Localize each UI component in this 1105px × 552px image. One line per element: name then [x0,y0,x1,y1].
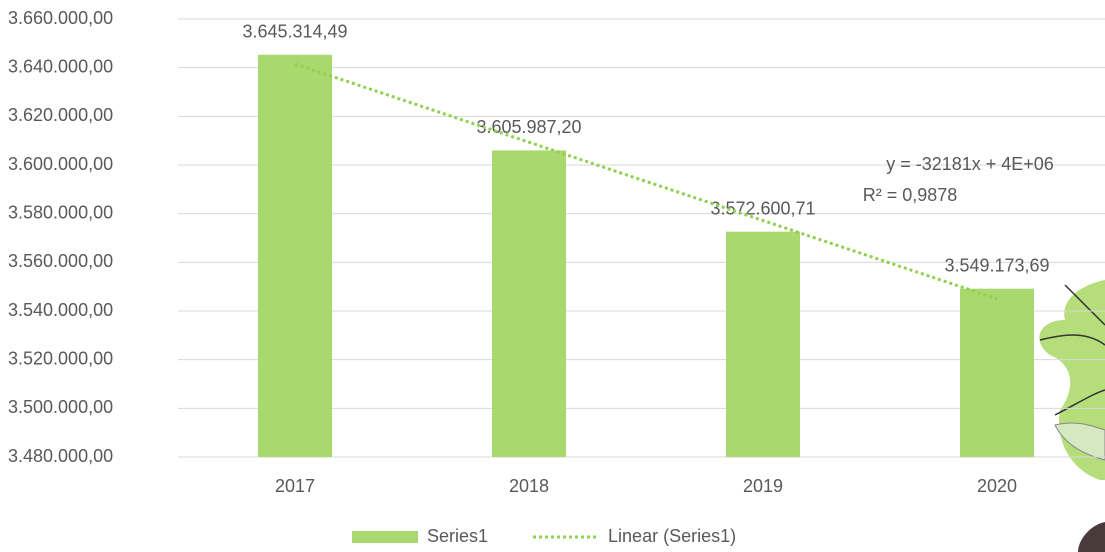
legend-swatch [352,531,418,543]
bar [960,289,1034,457]
data-label: 3.645.314,49 [242,21,347,41]
trendline-equation: y = -32181x + 4E+06 [886,154,1054,174]
trendline-r2: R² = 0,9878 [863,185,958,205]
decoration [1039,280,1105,552]
bar [258,55,332,457]
y-tick-label: 3.580.000,00 [8,202,113,222]
x-tick-label: 2017 [275,476,315,496]
data-label: 3.605.987,20 [476,117,581,137]
x-tick-label: 2018 [509,476,549,496]
y-tick-label: 3.620.000,00 [8,105,113,125]
chart: 3.480.000,00 3.500.000,00 3.520.000,00 3.54… [0,0,1105,552]
x-tick-label: 2019 [743,476,783,496]
legend-label: Linear (Series1) [608,526,736,546]
y-tick-label: 3.540.000,00 [8,300,113,320]
legend-label: Series1 [427,526,488,546]
bar [492,150,566,457]
trendline [295,64,997,299]
bar [726,232,800,457]
y-tick-label: 3.600.000,00 [8,154,113,174]
y-tick-label: 3.640.000,00 [8,56,113,76]
y-tick-label: 3.560.000,00 [8,251,113,271]
data-label: 3.549.173,69 [944,255,1049,275]
y-tick-label: 3.500.000,00 [8,397,113,417]
data-label: 3.572.600,71 [710,198,815,218]
y-tick-label: 3.480.000,00 [8,446,113,466]
x-tick-label: 2020 [977,476,1017,496]
y-tick-label: 3.520.000,00 [8,348,113,368]
y-tick-label: 3.660.000,00 [8,8,113,28]
